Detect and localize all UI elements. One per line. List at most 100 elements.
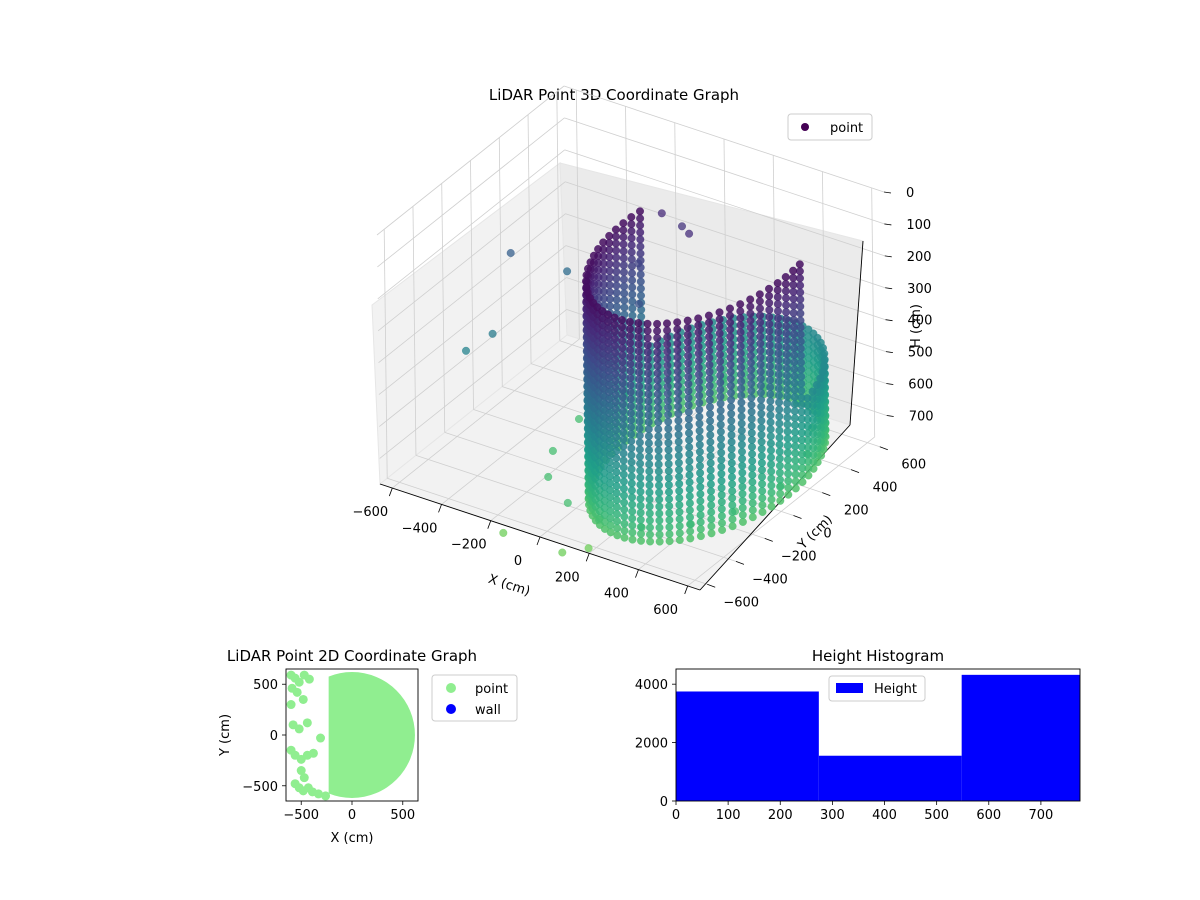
point-3d	[675, 493, 684, 502]
point-3d	[727, 465, 736, 475]
point-3d	[748, 477, 757, 487]
h-tick	[886, 383, 894, 385]
point-3d	[627, 465, 636, 474]
point-3d	[747, 400, 756, 409]
x-tick-label: 200	[555, 570, 580, 585]
point-3d	[645, 460, 654, 469]
point-3d	[795, 260, 804, 269]
point-3d	[653, 326, 662, 335]
point-3d	[635, 445, 644, 454]
point-3d	[665, 530, 674, 539]
point-3d	[665, 501, 674, 511]
point-3d	[727, 472, 737, 482]
point-3d	[748, 456, 757, 466]
y-tick	[793, 515, 802, 519]
grid-line-h	[377, 181, 566, 332]
point-3d	[694, 314, 703, 323]
point-3d	[685, 485, 694, 494]
grid-line-h	[564, 117, 885, 225]
point-3d	[790, 365, 799, 374]
point-3d	[789, 315, 798, 324]
point-3d	[643, 354, 652, 363]
point-3d	[684, 414, 693, 424]
point-3d	[645, 495, 654, 504]
point-3d	[618, 379, 627, 388]
point-3d	[663, 361, 672, 370]
point-3d	[636, 459, 645, 468]
point-3d	[727, 458, 736, 468]
point-3d	[627, 227, 636, 236]
point-3d	[773, 279, 782, 288]
point-3d	[611, 225, 620, 234]
point-3d	[728, 494, 737, 503]
plot-2d: LiDAR Point 2D Coordinate Graph −500−500…	[218, 647, 518, 846]
point-3d	[766, 446, 776, 455]
ticks-2d: −500 −500 0 0 500 500	[242, 678, 415, 823]
point-3d	[784, 469, 793, 478]
point-3d	[798, 470, 807, 480]
point-3d	[705, 346, 714, 355]
x-axis-label: X (cm)	[486, 572, 532, 600]
legend-3d-label: point	[830, 121, 863, 136]
point-3d	[612, 288, 621, 297]
point-3d	[694, 349, 703, 358]
point-3d	[664, 459, 673, 468]
point-3d	[626, 381, 635, 390]
point-3d	[797, 435, 806, 444]
point-3d	[747, 428, 756, 437]
point-3d	[635, 396, 644, 405]
point-3d	[767, 502, 776, 511]
point-3d	[789, 280, 798, 289]
points-2d	[286, 670, 415, 801]
point-3d	[725, 304, 735, 313]
point-3d	[684, 407, 693, 416]
point-3d	[782, 301, 791, 310]
point-3d	[766, 439, 775, 448]
point-3d	[625, 317, 634, 326]
point-3d	[635, 389, 644, 398]
point-3d	[728, 479, 737, 489]
point-3d	[796, 281, 805, 290]
point-3d	[610, 320, 619, 329]
point-3d	[756, 374, 765, 383]
point-3d	[789, 322, 798, 331]
point-3d	[674, 395, 683, 404]
point-3d	[726, 374, 735, 383]
point-3d	[738, 503, 747, 512]
point-3d	[717, 483, 726, 492]
point-3d	[627, 423, 636, 432]
plot-3d-title: LiDAR Point 3D Coordinate Graph	[489, 86, 739, 104]
histogram-bar	[818, 755, 962, 801]
grid-line-h	[379, 309, 567, 459]
point-3d	[665, 508, 674, 518]
point-3d	[782, 308, 791, 317]
point-3d	[736, 321, 745, 330]
point-3d	[635, 375, 644, 384]
point-3d	[619, 226, 628, 235]
point-3d	[767, 481, 776, 490]
point-3d	[715, 336, 724, 345]
point-3d	[765, 291, 774, 300]
point-3d	[797, 421, 806, 430]
point-3d	[620, 289, 629, 298]
h-tick-label: 300	[907, 282, 932, 297]
point-3d	[757, 423, 766, 432]
point-3d	[715, 308, 724, 317]
point-3d	[619, 247, 628, 256]
point-3d	[654, 481, 664, 490]
y-tick-label-hist: 0	[660, 795, 668, 810]
point-3d	[716, 385, 725, 394]
x-tick-label: −200	[451, 538, 487, 553]
point-3d	[626, 352, 635, 362]
point-3d	[796, 323, 805, 332]
point-3d	[663, 396, 672, 405]
point-3d	[636, 480, 645, 489]
point-3d	[612, 510, 622, 519]
point-3d	[747, 365, 756, 374]
point-3d	[706, 480, 715, 489]
point-3d	[618, 372, 627, 381]
point-3d	[696, 510, 705, 520]
x-tick-label-2d: 500	[390, 808, 415, 823]
point-3d	[674, 458, 683, 467]
point-3d	[783, 420, 792, 429]
